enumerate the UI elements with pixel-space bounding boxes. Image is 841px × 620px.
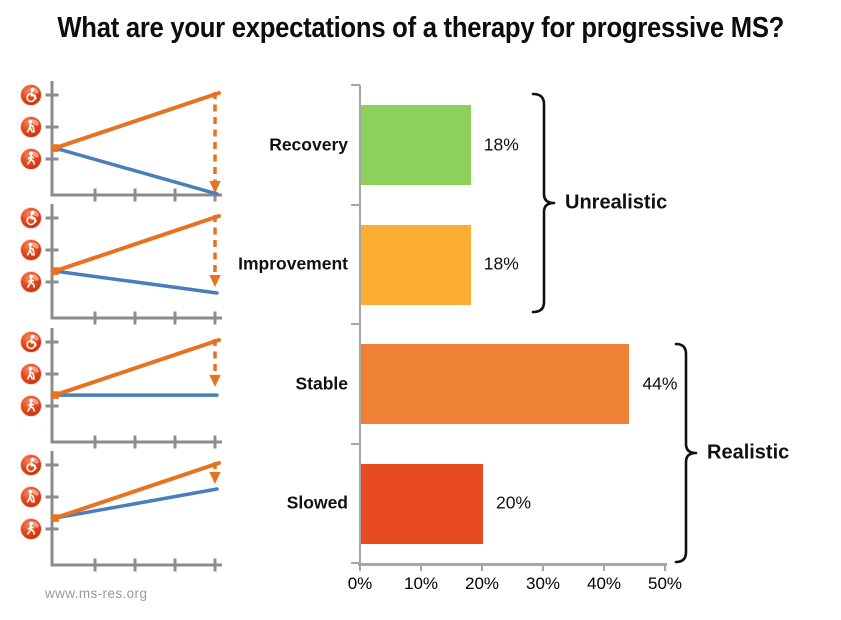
axes bbox=[45, 204, 222, 325]
decline-arrow bbox=[209, 462, 221, 485]
decline-arrow-head bbox=[209, 274, 221, 287]
icon-highlight bbox=[31, 521, 39, 528]
category-label-stable: Stable bbox=[295, 373, 348, 394]
unrealistic-bracket bbox=[531, 92, 556, 314]
person-with-cane-icon bbox=[20, 486, 42, 508]
wheelchair-icon bbox=[20, 84, 42, 106]
bracket-label-realistic: Realistic bbox=[707, 441, 790, 464]
value-label-improvement: 18% bbox=[483, 253, 519, 274]
x-axis-tick bbox=[420, 563, 423, 571]
scenario-diagrams bbox=[0, 0, 240, 620]
category-label-improvement: Improvement bbox=[238, 253, 348, 274]
value-label-recovery: 18% bbox=[483, 134, 519, 155]
x-axis-tick-label: 40% bbox=[586, 574, 622, 593]
category-label-slowed: Slowed bbox=[286, 492, 348, 513]
person-with-cane-icon bbox=[20, 239, 42, 261]
group-brackets bbox=[531, 92, 698, 564]
decline-arrow bbox=[209, 339, 221, 387]
person-with-cane-icon bbox=[20, 363, 42, 385]
x-axis-tick bbox=[603, 563, 606, 571]
axes bbox=[45, 451, 222, 572]
mini-chart-improvement bbox=[20, 204, 222, 325]
therapy-line bbox=[53, 269, 219, 295]
person-walking-icon bbox=[20, 395, 42, 417]
bracket-label-unrealistic: Unrealistic bbox=[565, 191, 668, 214]
x-axis-tick-label: 30% bbox=[525, 574, 561, 593]
page-title: What are your expectations of a therapy … bbox=[0, 12, 841, 45]
value-label-slowed: 20% bbox=[496, 492, 532, 513]
bar-recovery bbox=[361, 105, 471, 185]
start-point-marker bbox=[51, 144, 59, 152]
progression-line bbox=[53, 461, 221, 521]
mini-chart-recovery bbox=[20, 81, 222, 202]
y-axis bbox=[358, 85, 362, 565]
x-axis-tick-label: 0% bbox=[347, 574, 373, 593]
x-axis-tick-label: 20% bbox=[464, 574, 500, 593]
y-axis-tick bbox=[351, 84, 360, 87]
wheelchair-icon bbox=[20, 454, 42, 476]
progression-line bbox=[53, 214, 221, 274]
decline-arrow bbox=[209, 215, 221, 287]
bar-slowed bbox=[361, 463, 483, 544]
person-with-cane-icon bbox=[20, 116, 42, 138]
therapy-line bbox=[53, 487, 219, 520]
progression-line bbox=[53, 91, 221, 151]
icon-highlight bbox=[31, 242, 39, 249]
decline-arrow-head bbox=[209, 472, 221, 485]
expectations-bar-chart: 0% 10% 20% 30% 40% 50% Recovery 18% Improvement 1… bbox=[238, 84, 841, 620]
mini-chart-stable bbox=[20, 328, 222, 449]
icon-highlight bbox=[31, 151, 39, 158]
y-axis-tick bbox=[351, 562, 360, 565]
x-axis bbox=[358, 563, 667, 566]
start-point-marker bbox=[51, 391, 59, 399]
start-point-marker bbox=[51, 267, 59, 275]
decline-arrow-head bbox=[209, 374, 221, 387]
icon-highlight bbox=[31, 119, 39, 126]
x-axis-tick bbox=[542, 563, 545, 571]
bar-stable bbox=[361, 344, 630, 424]
x-axis-tick bbox=[359, 563, 362, 571]
decline-arrow-head bbox=[209, 180, 221, 193]
x-axis-tick bbox=[664, 563, 667, 571]
x-axis-tick-label: 10% bbox=[403, 574, 439, 593]
y-axis-tick bbox=[351, 203, 360, 206]
decline-arrow bbox=[209, 92, 221, 193]
icon-highlight bbox=[31, 366, 39, 373]
therapy-line bbox=[53, 146, 219, 196]
wheelchair-icon bbox=[20, 331, 42, 353]
icon-highlight bbox=[31, 274, 39, 281]
person-walking-icon bbox=[20, 518, 42, 540]
x-axis-tick-label: 50% bbox=[647, 574, 683, 593]
value-label-stable: 44% bbox=[642, 373, 678, 394]
realistic-bracket bbox=[674, 342, 698, 564]
y-axis-tick bbox=[351, 442, 360, 445]
y-axis-tick bbox=[351, 323, 360, 326]
x-axis-tick bbox=[481, 563, 484, 571]
page-title-text: What are your expectations of a therapy … bbox=[57, 12, 784, 44]
category-label-recovery: Recovery bbox=[269, 134, 348, 155]
start-point-marker bbox=[51, 514, 59, 522]
progression-line bbox=[53, 338, 221, 398]
mini-chart-slowed bbox=[20, 451, 222, 572]
person-walking-icon bbox=[20, 148, 42, 170]
axes bbox=[45, 328, 222, 449]
icon-highlight bbox=[31, 398, 39, 405]
source-url: www.ms-res.org bbox=[45, 586, 148, 601]
wheelchair-icon bbox=[20, 207, 42, 229]
person-walking-icon bbox=[20, 271, 42, 293]
bar-improvement bbox=[361, 224, 471, 305]
icon-highlight bbox=[31, 489, 39, 496]
